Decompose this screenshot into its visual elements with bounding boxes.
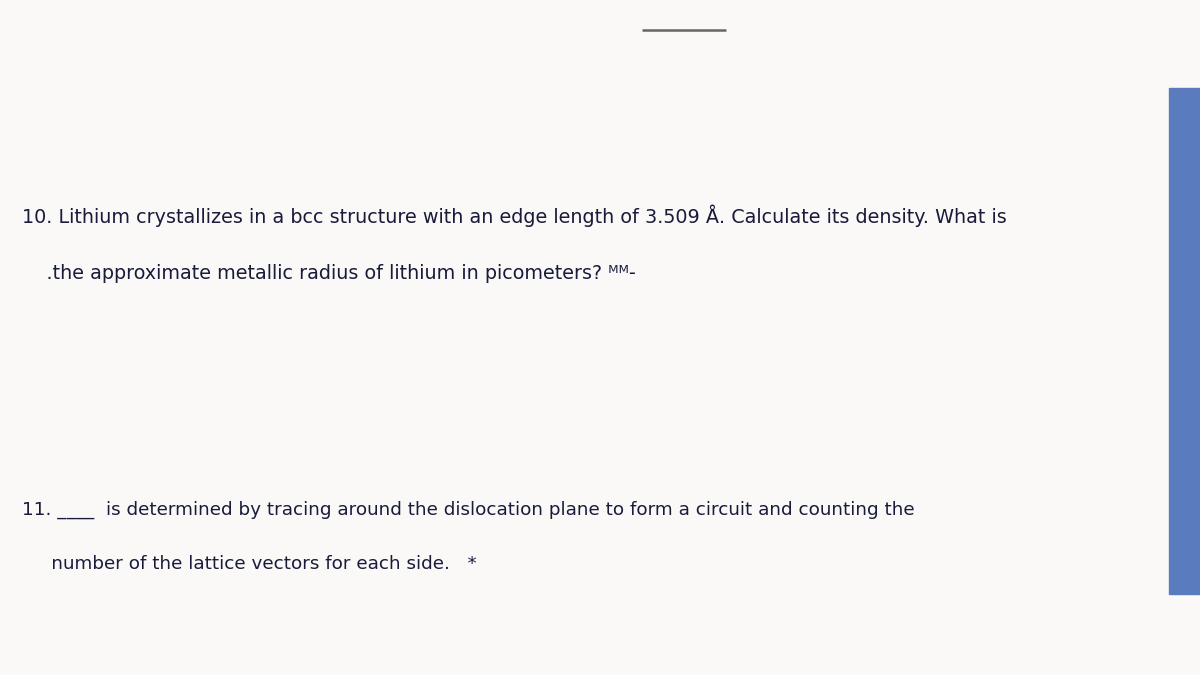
Bar: [1169, 88, 1200, 594]
Text: number of the lattice vectors for each side.   *: number of the lattice vectors for each s…: [22, 555, 476, 572]
Text: .the approximate metallic radius of lithium in picometers? ᴹᴹ-: .the approximate metallic radius of lith…: [22, 264, 635, 283]
Text: 11. ____  is determined by tracing around the dislocation plane to form a circui: 11. ____ is determined by tracing around…: [22, 500, 914, 519]
Text: 10. Lithium crystallizes in a bcc structure with an edge length of 3.509 Å. Calc: 10. Lithium crystallizes in a bcc struct…: [22, 205, 1007, 227]
